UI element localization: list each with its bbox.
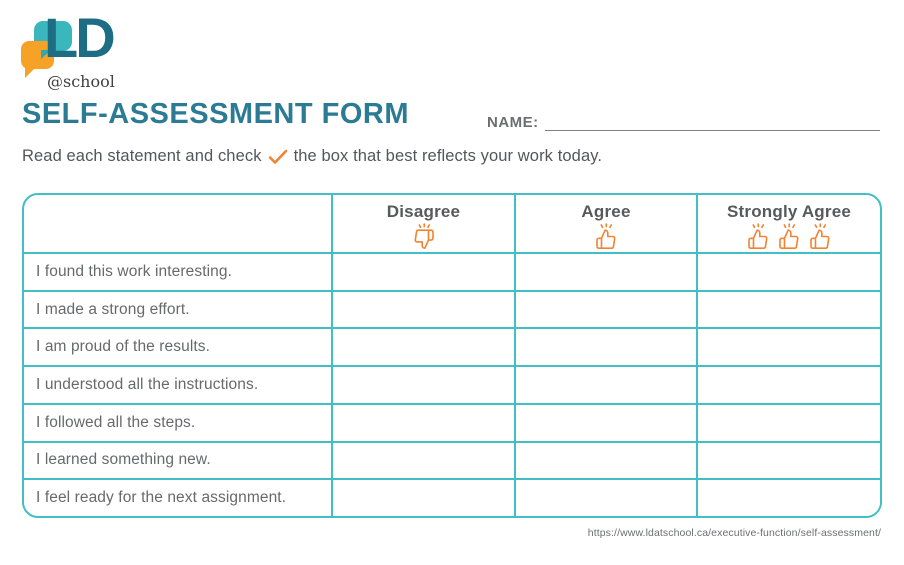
table-row: I feel ready for the next assignment. [24,478,880,516]
check-icon [268,149,287,164]
header-cell-agree: Agree [514,195,696,252]
thumbs-up-icon [809,223,831,250]
thumb-icon-group [595,223,617,250]
column-label: Disagree [386,201,461,221]
instruction-after-check: the box that best reflects your work tod… [293,147,603,165]
checkbox-cell-disagree[interactable] [331,404,514,441]
checkbox-cell-strongly-agree[interactable] [696,480,880,516]
name-input-line[interactable] [544,110,880,131]
header-cell-disagree: Disagree [331,195,514,252]
table-row: I followed all the steps. [24,402,880,441]
thumbs-up-icon [595,223,617,250]
checkbox-cell-disagree[interactable] [331,367,514,403]
speech-bubble-overlap-icon [41,50,51,59]
statement-label: I feel ready for the next assignment. [36,489,287,507]
checkbox-cell-agree[interactable] [514,442,696,479]
statement-label: I found this work interesting. [36,262,232,280]
table-row: I found this work interesting. [24,252,880,290]
name-label: NAME: [487,114,539,131]
checkbox-cell-strongly-agree[interactable] [696,442,880,479]
logo-subtext: @school [47,72,115,91]
header-cell-empty [24,195,331,252]
name-field-row: NAME: [487,110,880,131]
checkbox-cell-strongly-agree[interactable] [696,254,880,290]
source-url: https://www.ldatschool.ca/executive-func… [587,527,881,539]
table-header-row: Disagree Agree Strongly Agree [24,195,880,252]
checkbox-cell-strongly-agree[interactable] [696,291,880,328]
checkbox-cell-strongly-agree[interactable] [696,367,880,403]
checkbox-cell-agree[interactable] [514,329,696,366]
thumb-icon-group [413,223,435,250]
statement-label: I understood all the instructions. [36,376,259,394]
thumbs-down-icon [413,223,435,250]
self-assessment-table: Disagree Agree Strongly Agree [22,193,882,518]
statement-label: I am proud of the results. [36,338,211,356]
checkbox-cell-strongly-agree[interactable] [696,404,880,441]
speech-bubble-orange-icon [21,41,54,69]
checkbox-cell-agree[interactable] [514,291,696,328]
thumbs-up-icon [778,223,800,250]
checkbox-cell-disagree[interactable] [331,329,514,366]
table-row: I made a strong effort. [24,289,880,328]
checkbox-cell-agree[interactable] [514,404,696,441]
instruction-text: Read each statement and check the box th… [22,147,602,166]
statement-label: I made a strong effort. [36,300,190,318]
checkbox-cell-disagree[interactable] [331,442,514,479]
checkbox-cell-agree[interactable] [514,254,696,290]
checkbox-cell-strongly-agree[interactable] [696,329,880,366]
instruction-before-check: Read each statement and check [22,147,262,165]
checkbox-cell-agree[interactable] [514,367,696,403]
logo-text: LD [44,6,116,69]
table-row: I learned something new. [24,440,880,479]
checkbox-cell-disagree[interactable] [331,291,514,328]
checkbox-cell-agree[interactable] [514,480,696,516]
page-title: SELF-ASSESSMENT FORM [22,98,410,130]
column-label: Agree [581,201,631,221]
thumb-icon-group [747,223,831,250]
thumbs-up-icon [747,223,769,250]
checkbox-cell-disagree[interactable] [331,254,514,290]
checkbox-cell-disagree[interactable] [331,480,514,516]
table-row: I am proud of the results. [24,327,880,366]
statement-label: I learned something new. [36,451,211,469]
ldatschool-logo: LD @school [21,6,141,91]
header-cell-strongly-agree: Strongly Agree [696,195,880,252]
statement-label: I followed all the steps. [36,413,196,431]
table-row: I understood all the instructions. [24,365,880,403]
column-label: Strongly Agree [726,201,852,221]
